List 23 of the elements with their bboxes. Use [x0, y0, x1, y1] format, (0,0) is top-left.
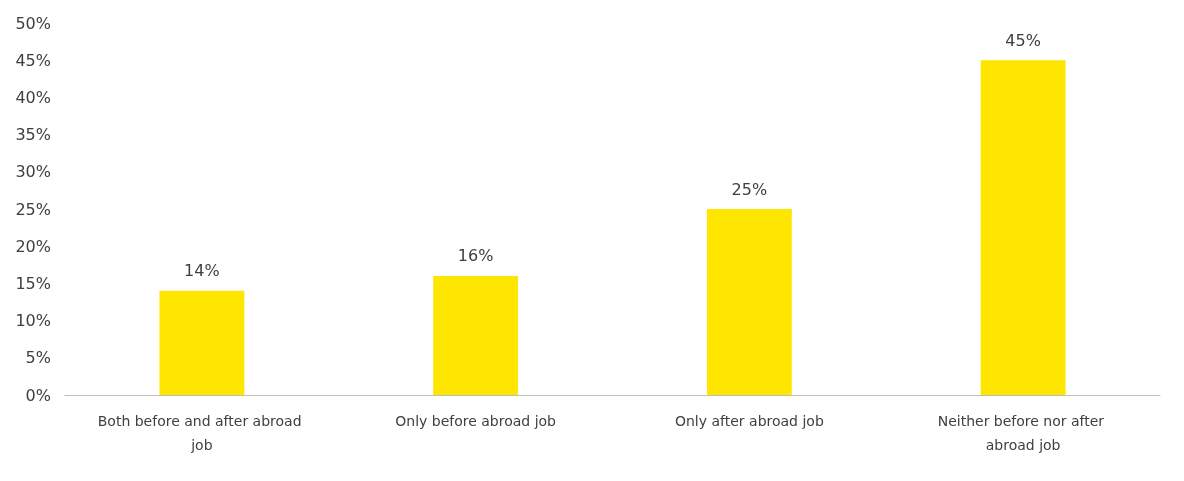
y-tick-label: 50% — [15, 13, 51, 33]
x-tick-label: Neither before nor after abroad job — [937, 413, 1109, 453]
y-tick-label: 0% — [25, 385, 51, 405]
y-tick-label: 30% — [15, 162, 51, 182]
data-label: 45% — [1005, 30, 1041, 50]
y-tick-label: 40% — [15, 87, 51, 107]
data-label: 25% — [731, 179, 768, 199]
y-tick-label: 25% — [15, 199, 51, 219]
bar — [433, 275, 519, 395]
x-tick-label: Only after abroad job — [674, 413, 824, 429]
bar — [706, 209, 792, 395]
bar — [980, 60, 1066, 395]
x-tick-label: Both before and after abroad job — [97, 413, 306, 453]
y-tick-label: 20% — [15, 236, 51, 256]
y-tick-label: 10% — [15, 311, 51, 331]
y-tick-label: 35% — [15, 125, 51, 145]
data-label: 14% — [184, 261, 220, 281]
y-tick-label: 45% — [15, 50, 51, 70]
y-tick-label: 5% — [25, 348, 51, 368]
x-tick-label: Only before abroad job — [395, 413, 557, 429]
y-tick-label: 15% — [15, 273, 51, 293]
bar — [159, 290, 245, 395]
data-label: 16% — [457, 246, 494, 266]
